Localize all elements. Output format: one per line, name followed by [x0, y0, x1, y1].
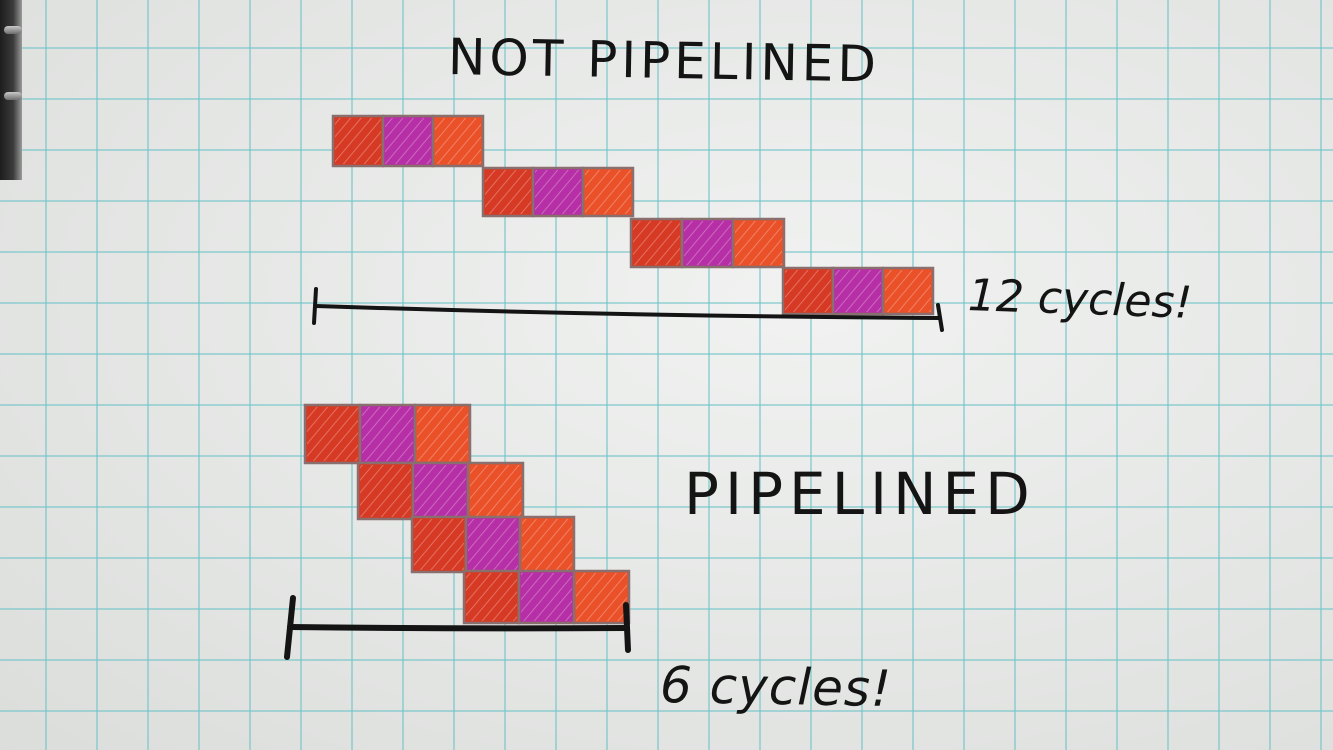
- marker-hatching: [362, 407, 413, 461]
- marker-hatching: [468, 519, 518, 570]
- marker-hatching: [835, 270, 881, 312]
- marker-hatching: [633, 221, 680, 265]
- timeline-axis-not-pipelined: [314, 304, 942, 320]
- timeline-tick-end: [623, 602, 631, 653]
- binder-edge: [0, 0, 22, 180]
- marker-hatching: [435, 118, 481, 164]
- marker-hatching: [735, 221, 782, 265]
- marker-hatching: [335, 118, 381, 164]
- timeline-tick-end: [936, 303, 944, 332]
- marker-hatching: [385, 118, 431, 164]
- marker-hatching: [415, 465, 466, 517]
- marker-hatching: [785, 270, 831, 312]
- timeline-axis-pipelined: [287, 624, 629, 632]
- marker-hatching: [885, 270, 931, 312]
- marker-hatching: [521, 573, 572, 621]
- pipelined-title: PIPELINED: [684, 460, 1036, 528]
- binder-ring: [4, 92, 22, 100]
- timeline-tick-start: [284, 595, 296, 660]
- marker-hatching: [485, 170, 531, 214]
- marker-hatching: [684, 221, 731, 265]
- marker-hatching: [522, 519, 572, 570]
- marker-hatching: [585, 170, 631, 214]
- marker-hatching: [360, 465, 411, 517]
- timeline-tick-start: [312, 287, 318, 325]
- pipelined-cycle-count: 6 cycles!: [659, 656, 893, 719]
- marker-hatching: [414, 519, 464, 570]
- marker-hatching: [307, 407, 358, 461]
- marker-hatching: [470, 465, 521, 517]
- marker-hatching: [535, 170, 581, 214]
- not-pipelined-cycle-count: 12 cycles!: [967, 270, 1194, 329]
- marker-hatching: [576, 573, 627, 621]
- not-pipelined-title: NOT PIPELINED: [447, 28, 881, 94]
- marker-hatching: [466, 573, 517, 621]
- marker-hatching: [417, 407, 468, 461]
- binder-ring: [4, 26, 22, 34]
